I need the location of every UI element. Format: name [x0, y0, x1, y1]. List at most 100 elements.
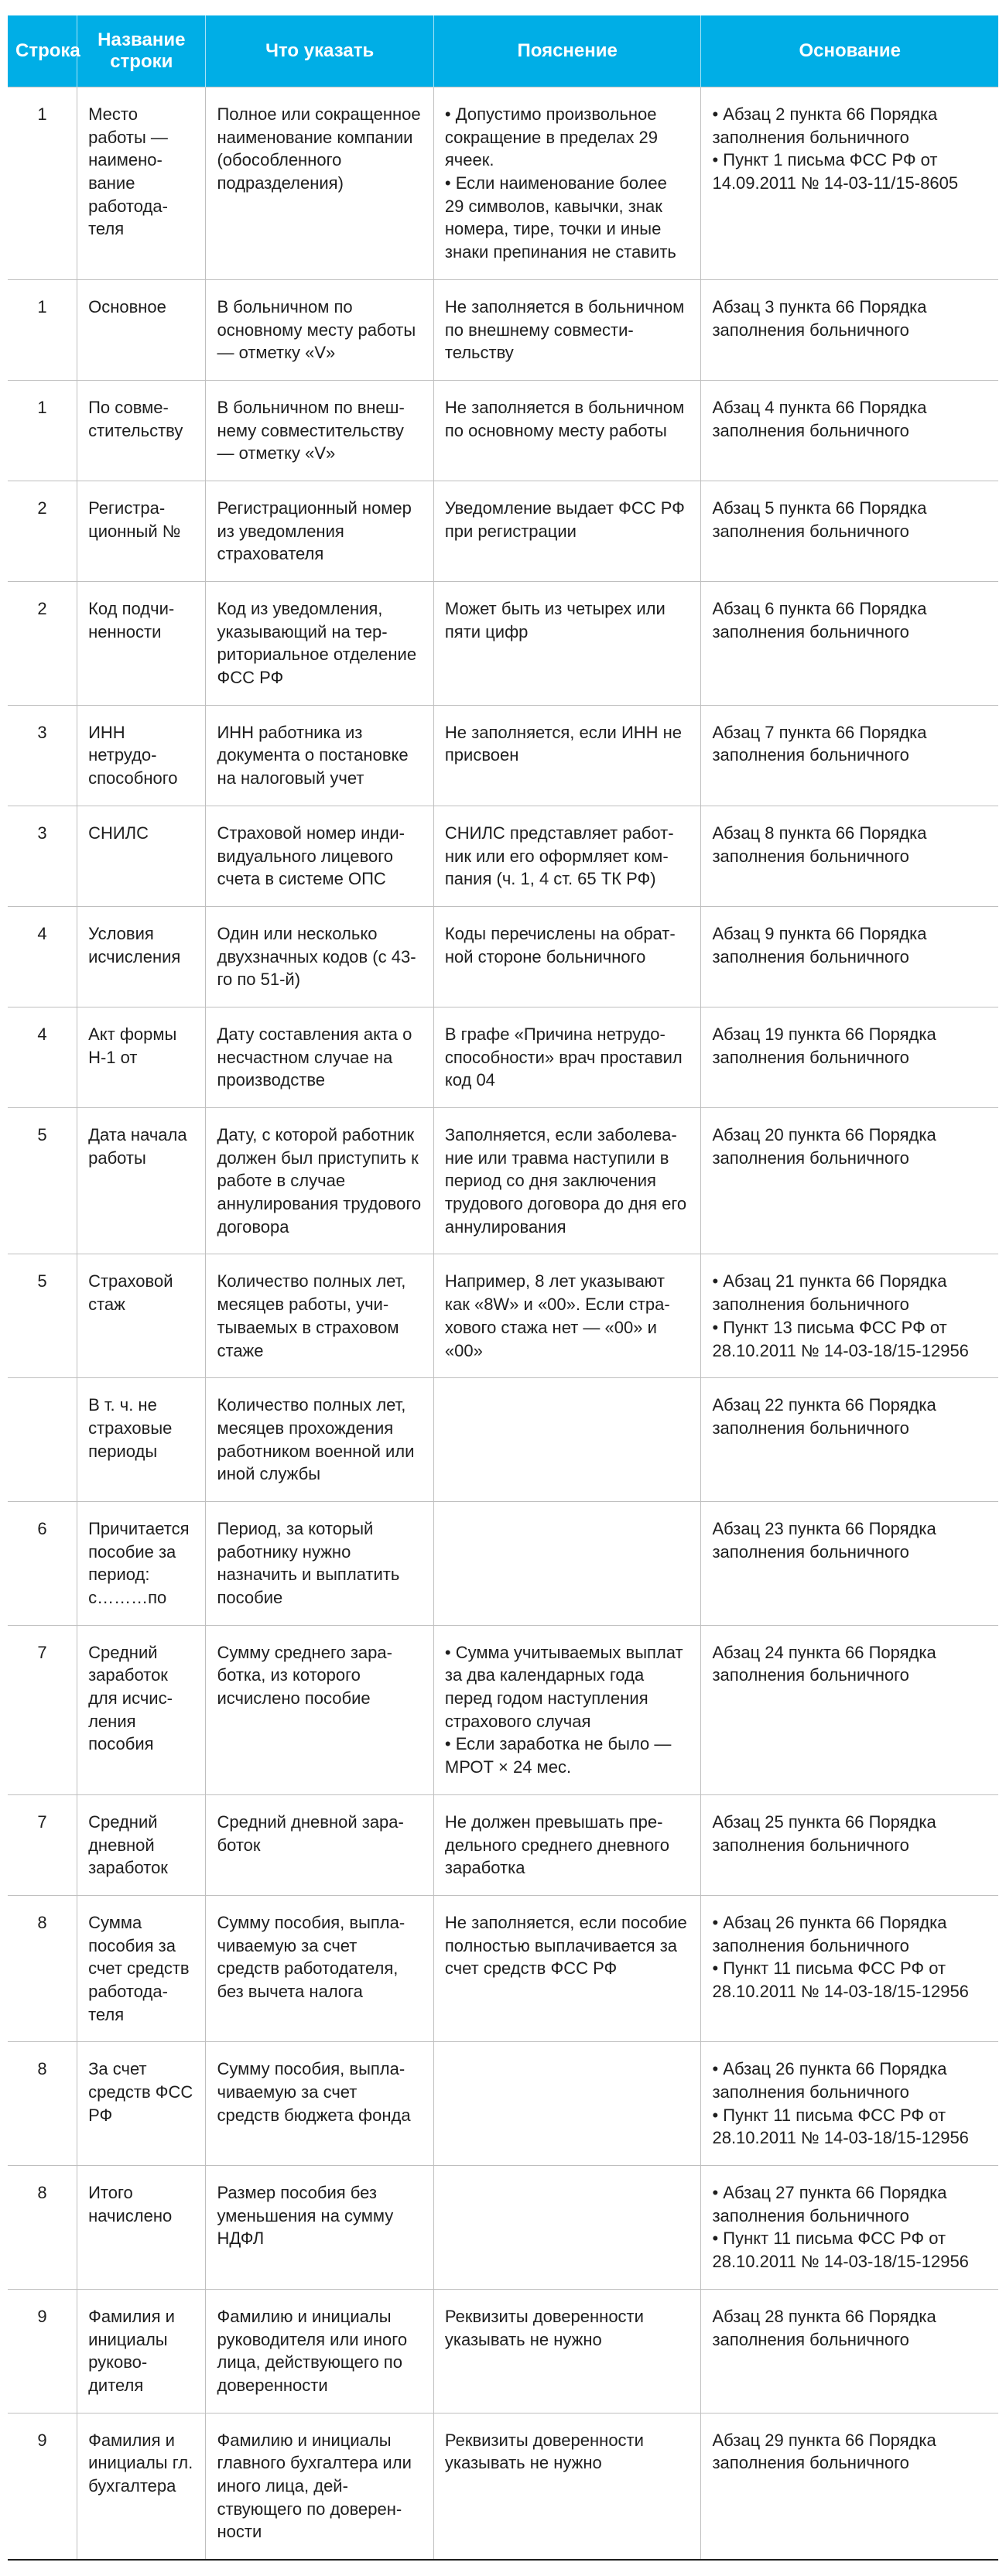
table-row: 8Сумма пособия за счет средств работода­… — [8, 1895, 998, 2041]
cell-name: Дата нача­ла работы — [77, 1108, 206, 1254]
cell-rownum: 7 — [8, 1625, 77, 1794]
cell-base: Абзац 19 пункта 66 Порядка заполнения бо… — [701, 1007, 998, 1107]
cell-note — [433, 1378, 701, 1502]
table-row: 5Дата нача­ла работыДату, с которой рабо… — [8, 1108, 998, 1254]
cell-rownum: 1 — [8, 279, 77, 380]
cell-rownum: 6 — [8, 1501, 77, 1625]
cell-rownum: 9 — [8, 2413, 77, 2560]
cell-what: Регистрационный номер из уведомления стр… — [206, 481, 433, 581]
cell-rownum: 4 — [8, 1007, 77, 1107]
cell-what: Код из уведомления, указывающий на тер­р… — [206, 582, 433, 706]
cell-base: Абзац 28 пункта 66 Порядка заполнения бо… — [701, 2289, 998, 2413]
cell-what: Сумму пособия, выпла­чиваемую за счет ср… — [206, 2042, 433, 2166]
table-row: 4Акт фор­мы Н-1 отДату составления акта … — [8, 1007, 998, 1107]
cell-note: • Допустимо произвольное сокращение в пр… — [433, 87, 701, 280]
cell-rownum: 1 — [8, 380, 77, 481]
table-header: СтрокаНазвание строкиЧто указатьПояснени… — [8, 15, 998, 87]
cell-note: Не заполняется в больнич­ном по основном… — [433, 380, 701, 481]
cell-note: Может быть из четырех или пяти цифр — [433, 582, 701, 706]
cell-what: Сумму среднего зара­ботка, из которого и… — [206, 1625, 433, 1794]
cell-name: Условия исчисления — [77, 906, 206, 1007]
cell-note: СНИЛС представляет работ­ник или его офо… — [433, 806, 701, 906]
cell-name: Регистра­ционный № — [77, 481, 206, 581]
cell-name: Средний заработок для исчис­ления пособи… — [77, 1625, 206, 1794]
table-row: 2Регистра­ционный №Регистрационный номер… — [8, 481, 998, 581]
table-row: 4Условия исчисленияОдин или несколько дв… — [8, 906, 998, 1007]
cell-base: Абзац 6 пункта 66 Порядка заполнения бол… — [701, 582, 998, 706]
cell-note: В графе «Причина нетрудо­способности» вр… — [433, 1007, 701, 1107]
cell-base: • Абзац 26 пункта 66 Порядка заполнения … — [701, 2042, 998, 2166]
cell-rownum: 2 — [8, 582, 77, 706]
cell-name: СНИЛС — [77, 806, 206, 906]
cell-base: Абзац 29 пункта 66 Порядка заполнения бо… — [701, 2413, 998, 2560]
cell-name: Акт фор­мы Н-1 от — [77, 1007, 206, 1107]
cell-note: Уведомление выдает ФСС РФ при регистраци… — [433, 481, 701, 581]
cell-rownum: 9 — [8, 2289, 77, 2413]
cell-base: Абзац 5 пункта 66 Порядка заполнения бол… — [701, 481, 998, 581]
cell-name: Фамилия и инициа­лы гл. бухгал­тера — [77, 2413, 206, 2560]
cell-base: Абзац 9 пункта 66 Порядка заполнения бол… — [701, 906, 998, 1007]
cell-name: Основное — [77, 279, 206, 380]
cell-note: Реквизиты доверенности указывать не нужн… — [433, 2289, 701, 2413]
cell-note: Не должен превышать пре­дельного среднег… — [433, 1794, 701, 1895]
cell-base: Абзац 8 пункта 66 Порядка заполнения бол… — [701, 806, 998, 906]
rules-table: СтрокаНазвание строкиЧто указатьПояснени… — [8, 15, 998, 2561]
cell-what: Фамилию и инициалы руководителя или иног… — [206, 2289, 433, 2413]
cell-what: Сумму пособия, выпла­чиваемую за счет ср… — [206, 1895, 433, 2041]
cell-note: Например, 8 лет указывают как «8W» и «00… — [433, 1254, 701, 1378]
cell-what: Полное или сокращен­ное наименование ком… — [206, 87, 433, 280]
cell-base: Абзац 23 пункта 66 Порядка заполнения бо… — [701, 1501, 998, 1625]
table-row: 1Место работы — наимено­вание работода­т… — [8, 87, 998, 280]
col-header-rownum: Строка — [8, 15, 77, 87]
table-row: 7Средний заработок для исчис­ления пособ… — [8, 1625, 998, 1794]
cell-what: Количество полных лет, месяцев работы, у… — [206, 1254, 433, 1378]
cell-name: В т. ч. не страхо­вые пери­оды — [77, 1378, 206, 1502]
table-row: 8За счет средств ФСС РФСумму пособия, вы… — [8, 2042, 998, 2166]
cell-rownum: 5 — [8, 1108, 77, 1254]
col-header-base: Основание — [701, 15, 998, 87]
cell-rownum — [8, 1378, 77, 1502]
cell-note: Не заполняется, если посо­бие полностью … — [433, 1895, 701, 2041]
cell-note: Реквизиты доверенности указывать не нужн… — [433, 2413, 701, 2560]
col-header-name: Название строки — [77, 15, 206, 87]
cell-base: Абзац 25 пункта 66 Порядка заполнения бо… — [701, 1794, 998, 1895]
cell-base: Абзац 7 пункта 66 Порядка заполнения бол… — [701, 705, 998, 806]
cell-note: Коды перечислены на обрат­ной стороне бо… — [433, 906, 701, 1007]
cell-rownum: 8 — [8, 2166, 77, 2290]
cell-rownum: 1 — [8, 87, 77, 280]
table-body: 1Место работы — наимено­вание работода­т… — [8, 87, 998, 2561]
table-row: 3ИНН нетрудо­способногоИНН работника из … — [8, 705, 998, 806]
cell-name: Итого начислено — [77, 2166, 206, 2290]
cell-base: Абзац 3 пункта 66 Порядка заполнения бол… — [701, 279, 998, 380]
cell-rownum: 7 — [8, 1794, 77, 1895]
cell-what: В больничном по основному месту работы —… — [206, 279, 433, 380]
cell-what: ИНН работника из документа о поста­новке… — [206, 705, 433, 806]
cell-what: Фамилию и инициалы главного бухгалтера и… — [206, 2413, 433, 2560]
cell-name: Код подчи­ненности — [77, 582, 206, 706]
cell-base: Абзац 4 пункта 66 Порядка заполнения бол… — [701, 380, 998, 481]
table-row: 5Страховой стажКоличество полных лет, ме… — [8, 1254, 998, 1378]
cell-name: Причита­ется посо­бие за период: с………по — [77, 1501, 206, 1625]
table-row: 1ОсновноеВ больничном по основному месту… — [8, 279, 998, 380]
cell-base: Абзац 22 пункта 66 Порядка заполнения бо… — [701, 1378, 998, 1502]
table-row: 9Фамилия и инициа­лы руково­дителяФамили… — [8, 2289, 998, 2413]
page: СтрокаНазвание строкиЧто указатьПояснени… — [0, 0, 1006, 2576]
table-row: 1По совме­ститель­ствуВ больничном по вн… — [8, 380, 998, 481]
cell-rownum: 4 — [8, 906, 77, 1007]
cell-name: По совме­ститель­ству — [77, 380, 206, 481]
cell-rownum: 8 — [8, 2042, 77, 2166]
cell-note: Заполняется, если заболева­ние или травм… — [433, 1108, 701, 1254]
cell-rownum: 3 — [8, 705, 77, 806]
col-header-note: Пояснение — [433, 15, 701, 87]
table-row: 9Фамилия и инициа­лы гл. бухгал­тераФами… — [8, 2413, 998, 2560]
cell-what: Один или несколько двухзначных кодов (с … — [206, 906, 433, 1007]
cell-note — [433, 2166, 701, 2290]
table-row: 6Причита­ется посо­бие за период: с………по… — [8, 1501, 998, 1625]
cell-what: Количество полных лет, месяцев прохожден… — [206, 1378, 433, 1502]
cell-name: ИНН нетрудо­способного — [77, 705, 206, 806]
cell-name: Страховой стаж — [77, 1254, 206, 1378]
cell-note — [433, 1501, 701, 1625]
cell-rownum: 8 — [8, 1895, 77, 2041]
cell-base: • Абзац 21 пункта 66 Порядка заполнения … — [701, 1254, 998, 1378]
cell-what: Период, за который работнику нужно назна… — [206, 1501, 433, 1625]
